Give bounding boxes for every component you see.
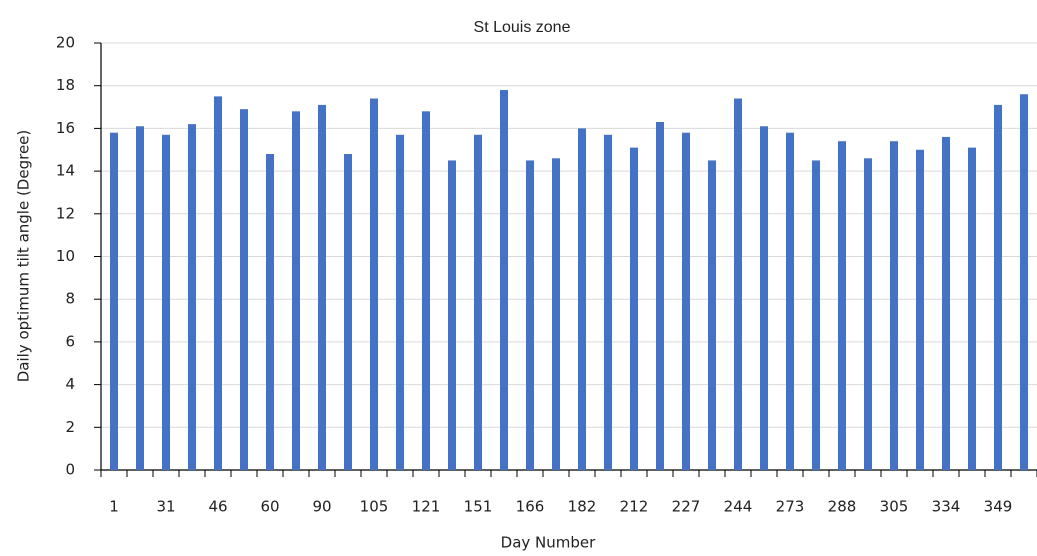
y-tick-label: 14 <box>56 162 75 180</box>
bar <box>396 134 404 470</box>
bar <box>838 141 846 470</box>
y-tick-label: 12 <box>56 204 75 222</box>
y-tick-label: 10 <box>56 247 75 265</box>
y-tick-label: 16 <box>56 119 75 137</box>
bar <box>162 134 170 470</box>
x-tick-label: 227 <box>672 498 701 516</box>
bar <box>448 160 456 471</box>
bar <box>708 160 716 471</box>
bar <box>240 109 248 470</box>
x-tick-label: 305 <box>880 498 909 516</box>
y-axis-label: Daily optimum tilt angle (Degree) <box>15 130 33 383</box>
bar <box>318 104 326 470</box>
x-tick-label: 121 <box>412 498 441 516</box>
bar <box>890 141 898 470</box>
bar <box>786 132 794 471</box>
bar <box>214 96 222 470</box>
bar <box>604 134 612 470</box>
x-tick-label: 212 <box>620 498 649 516</box>
bar <box>682 132 690 471</box>
bar <box>474 134 482 470</box>
bar <box>266 154 274 470</box>
x-tick-label: 349 <box>984 498 1013 516</box>
chart-title: St Louis zone <box>474 19 571 36</box>
y-tick-label: 20 <box>56 34 75 52</box>
bar <box>552 158 560 471</box>
bar <box>734 98 742 470</box>
x-tick-label: 1 <box>109 498 119 516</box>
bar <box>864 158 872 471</box>
bar <box>500 89 508 470</box>
x-tick-label: 334 <box>932 498 961 516</box>
bar <box>578 128 586 470</box>
bar <box>188 124 196 470</box>
y-tick-label: 8 <box>65 290 75 308</box>
x-tick-label: 90 <box>312 498 331 516</box>
bar <box>136 126 144 470</box>
bar <box>656 121 664 471</box>
bar <box>292 111 300 470</box>
bar <box>526 160 534 471</box>
bar <box>942 136 950 470</box>
x-tick-label: 244 <box>724 498 753 516</box>
x-tick-label: 105 <box>360 498 389 516</box>
bar <box>110 132 118 471</box>
x-tick-label: 166 <box>516 498 545 516</box>
bar <box>344 154 352 470</box>
x-tick-label: 60 <box>260 498 279 516</box>
x-tick-label: 46 <box>208 498 227 516</box>
x-tick-label: 151 <box>464 498 493 516</box>
x-tick-label: 288 <box>828 498 857 516</box>
x-tick-label: 273 <box>776 498 805 516</box>
y-tick-label: 2 <box>65 418 75 436</box>
x-tick-label: 182 <box>568 498 597 516</box>
bar <box>760 126 768 470</box>
bar <box>422 111 430 470</box>
x-axis-label: Day Number <box>501 534 596 552</box>
y-tick-label: 4 <box>65 375 75 393</box>
bar <box>630 147 638 471</box>
y-tick-label: 18 <box>56 76 75 94</box>
bar <box>968 147 976 471</box>
y-tick-label: 6 <box>65 332 75 350</box>
x-tick-label: 31 <box>156 498 175 516</box>
bar <box>370 98 378 470</box>
bar <box>916 149 924 470</box>
bar <box>994 104 1002 470</box>
bar <box>812 160 820 471</box>
bar <box>1020 94 1028 471</box>
y-tick-label: 0 <box>65 461 75 479</box>
